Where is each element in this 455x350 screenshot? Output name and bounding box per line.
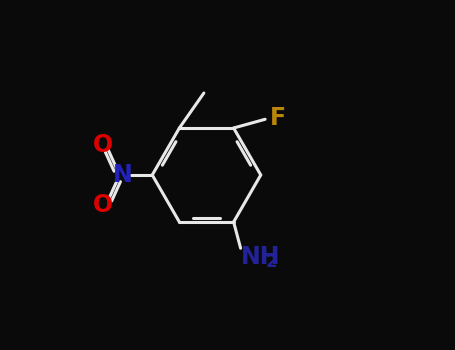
Text: 2: 2 bbox=[266, 253, 278, 271]
Text: O: O bbox=[93, 133, 113, 157]
Text: O: O bbox=[93, 193, 113, 217]
Text: F: F bbox=[270, 105, 287, 130]
Text: N: N bbox=[113, 163, 132, 187]
Text: NH: NH bbox=[241, 245, 280, 269]
